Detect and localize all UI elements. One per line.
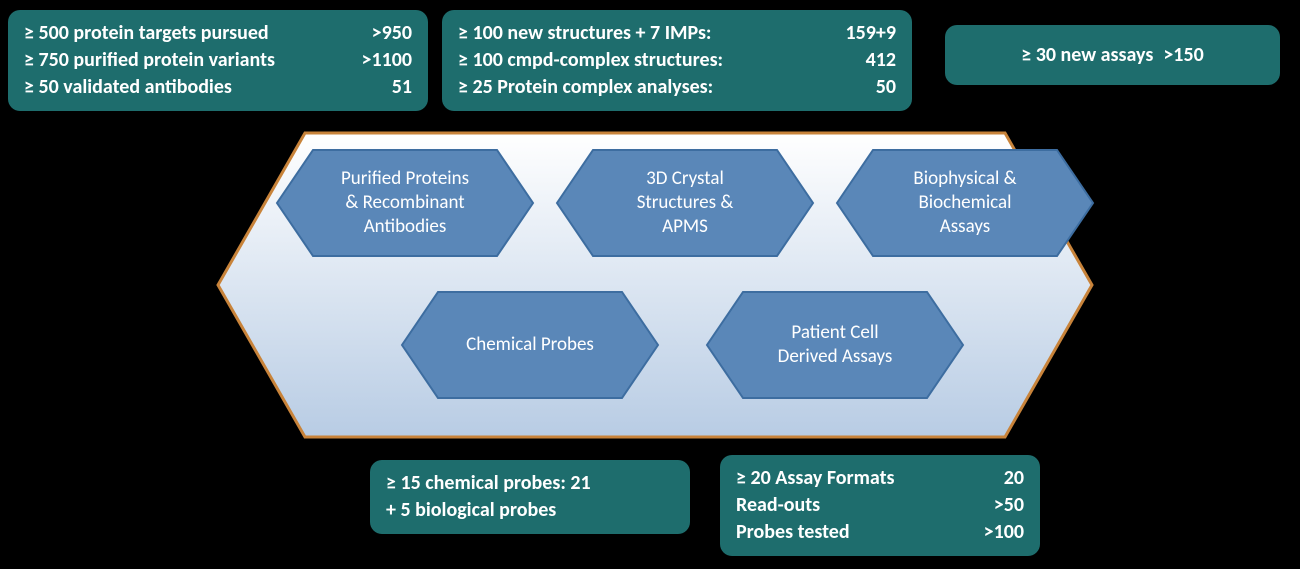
hex-text-line: Patient Cell	[791, 321, 878, 344]
info-box-assays: ≥ 30 new assays >150	[945, 25, 1280, 85]
hex-text-line: Purified Proteins	[341, 167, 469, 190]
hex-biophysical: Biophysical & Biochemical Assays	[835, 148, 1095, 258]
hex-text-line: 3D Crystal	[646, 167, 724, 190]
metric-row: ≥ 100 cmpd-complex structures: 412	[458, 47, 896, 74]
metric-label: ≥ 25 Protein complex analyses:	[458, 74, 713, 101]
metric-value: 159+9	[845, 20, 896, 47]
hex-text-line: Biophysical &	[913, 167, 1016, 190]
hex-label: Patient Cell Derived Assays	[748, 321, 923, 369]
hex-label: Purified Proteins & Recombinant Antibodi…	[311, 167, 499, 238]
info-box-proteins: ≥ 500 protein targets pursued >950 ≥ 750 …	[8, 10, 428, 111]
hex-3d-crystal: 3D Crystal Structures & APMS	[555, 148, 815, 258]
metric-value: 20	[1004, 465, 1024, 492]
metric-row: ≥ 750 purified protein variants >1100	[24, 47, 412, 74]
metric-value: 412	[866, 47, 896, 74]
hex-text-line: Assays	[940, 215, 990, 238]
metric-label: Read-outs	[736, 492, 820, 519]
metric-row: ≥ 20 Assay Formats 20	[736, 465, 1024, 492]
metric-label: ≥ 100 cmpd-complex structures:	[458, 47, 723, 74]
hex-text-line: Chemical Probes	[466, 333, 594, 356]
metric-value: >150	[1163, 42, 1203, 69]
info-box-assay-formats: ≥ 20 Assay Formats 20 Read-outs >50 Probes…	[720, 455, 1040, 556]
metric-label: ≥ 50 validated antibodies	[24, 74, 232, 101]
metric-row: ≥ 25 Protein complex analyses: 50	[458, 74, 896, 101]
hex-purified-proteins: Purified Proteins & Recombinant Antibodi…	[275, 148, 535, 258]
metric-value: 51	[392, 74, 412, 101]
metric-row: ≥ 100 new structures + 7 IMPs: 159+9	[458, 20, 896, 47]
metric-value: >50	[994, 492, 1024, 519]
metric-row: ≥ 50 validated antibodies 51	[24, 74, 412, 101]
metric-label: Probes tested	[736, 519, 850, 546]
metric-line: ≥ 15 chemical probes: 21	[386, 470, 674, 497]
hex-text-line: Derived Assays	[778, 345, 893, 368]
metric-value: 50	[876, 74, 896, 101]
metric-value: >100	[984, 519, 1024, 546]
metric-row: Probes tested >100	[736, 519, 1024, 546]
metric-row: ≥ 500 protein targets pursued >950	[24, 20, 412, 47]
metric-row: ≥ 30 new assays >150	[1021, 42, 1203, 69]
hex-text-line: APMS	[662, 215, 708, 238]
metric-row: Read-outs >50	[736, 492, 1024, 519]
hex-label: Chemical Probes	[436, 333, 624, 357]
hex-patient-cell: Patient Cell Derived Assays	[705, 290, 965, 400]
info-box-chemical-probes: ≥ 15 chemical probes: 21 + 5 biological …	[370, 460, 690, 534]
hex-label: 3D Crystal Structures & APMS	[607, 167, 764, 238]
metric-value: >1100	[361, 47, 412, 74]
hex-text-line: Biochemical	[918, 191, 1011, 214]
info-box-structures: ≥ 100 new structures + 7 IMPs: 159+9 ≥ 10…	[442, 10, 912, 111]
hex-text-line: Structures &	[637, 191, 734, 214]
metric-label: ≥ 20 Assay Formats	[736, 465, 895, 492]
hex-label: Biophysical & Biochemical Assays	[883, 167, 1046, 238]
hex-text-line: & Recombinant	[345, 191, 464, 214]
metric-label: ≥ 30 new assays	[1021, 42, 1153, 69]
metric-value: >950	[372, 20, 412, 47]
metric-line: + 5 biological probes	[386, 497, 674, 524]
metric-label: ≥ 500 protein targets pursued	[24, 20, 269, 47]
metric-label: ≥ 100 new structures + 7 IMPs:	[458, 20, 711, 47]
metric-label: ≥ 750 purified protein variants	[24, 47, 275, 74]
hex-text-line: Antibodies	[364, 215, 447, 238]
hex-chemical-probes: Chemical Probes	[400, 290, 660, 400]
